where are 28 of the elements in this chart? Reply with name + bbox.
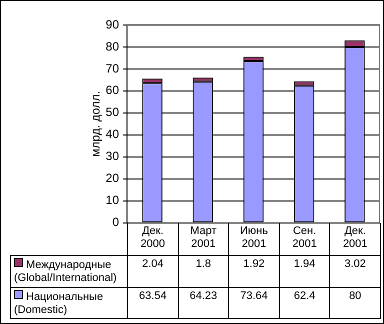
data-label: 1.94 xyxy=(278,255,330,288)
data-label: 63.54 xyxy=(127,287,179,319)
x-tick-label: Март 2001 xyxy=(189,225,218,251)
x-tick-label: Дек. 2001 xyxy=(342,225,368,251)
legend-label: Международные (Global/International) xyxy=(14,259,117,284)
x-tick-label: Сен. 2001 xyxy=(291,225,318,251)
legend-label: Национальные (Domestic) xyxy=(14,291,104,316)
y-tick-label: 10 xyxy=(106,193,120,208)
y-tick-label: 40 xyxy=(106,127,120,142)
y-tick-label: 30 xyxy=(106,149,120,164)
y-tick-label: 60 xyxy=(106,83,120,98)
x-tick-label: Дек. 2000 xyxy=(140,225,166,251)
data-label: 80 xyxy=(329,287,381,319)
data-label: 1.8 xyxy=(178,255,230,288)
data-label: 73.64 xyxy=(228,287,280,319)
y-tick-label: 90 xyxy=(106,17,120,32)
y-tick-label: 20 xyxy=(106,171,120,186)
y-tick-label: 0 xyxy=(112,215,120,230)
y-axis-title: млрд. долл. xyxy=(88,90,103,157)
data-label: 64.23 xyxy=(178,287,230,319)
y-tick-label: 70 xyxy=(106,61,120,76)
data-label: 2.04 xyxy=(127,255,179,288)
y-tick-label: 50 xyxy=(106,105,120,120)
data-label: 62.4 xyxy=(278,287,330,319)
x-tick-label: Июнь 2001 xyxy=(239,225,269,251)
data-label: 1.92 xyxy=(228,255,280,288)
y-tick-label: 80 xyxy=(106,39,120,54)
data-label: 3.02 xyxy=(329,255,381,288)
